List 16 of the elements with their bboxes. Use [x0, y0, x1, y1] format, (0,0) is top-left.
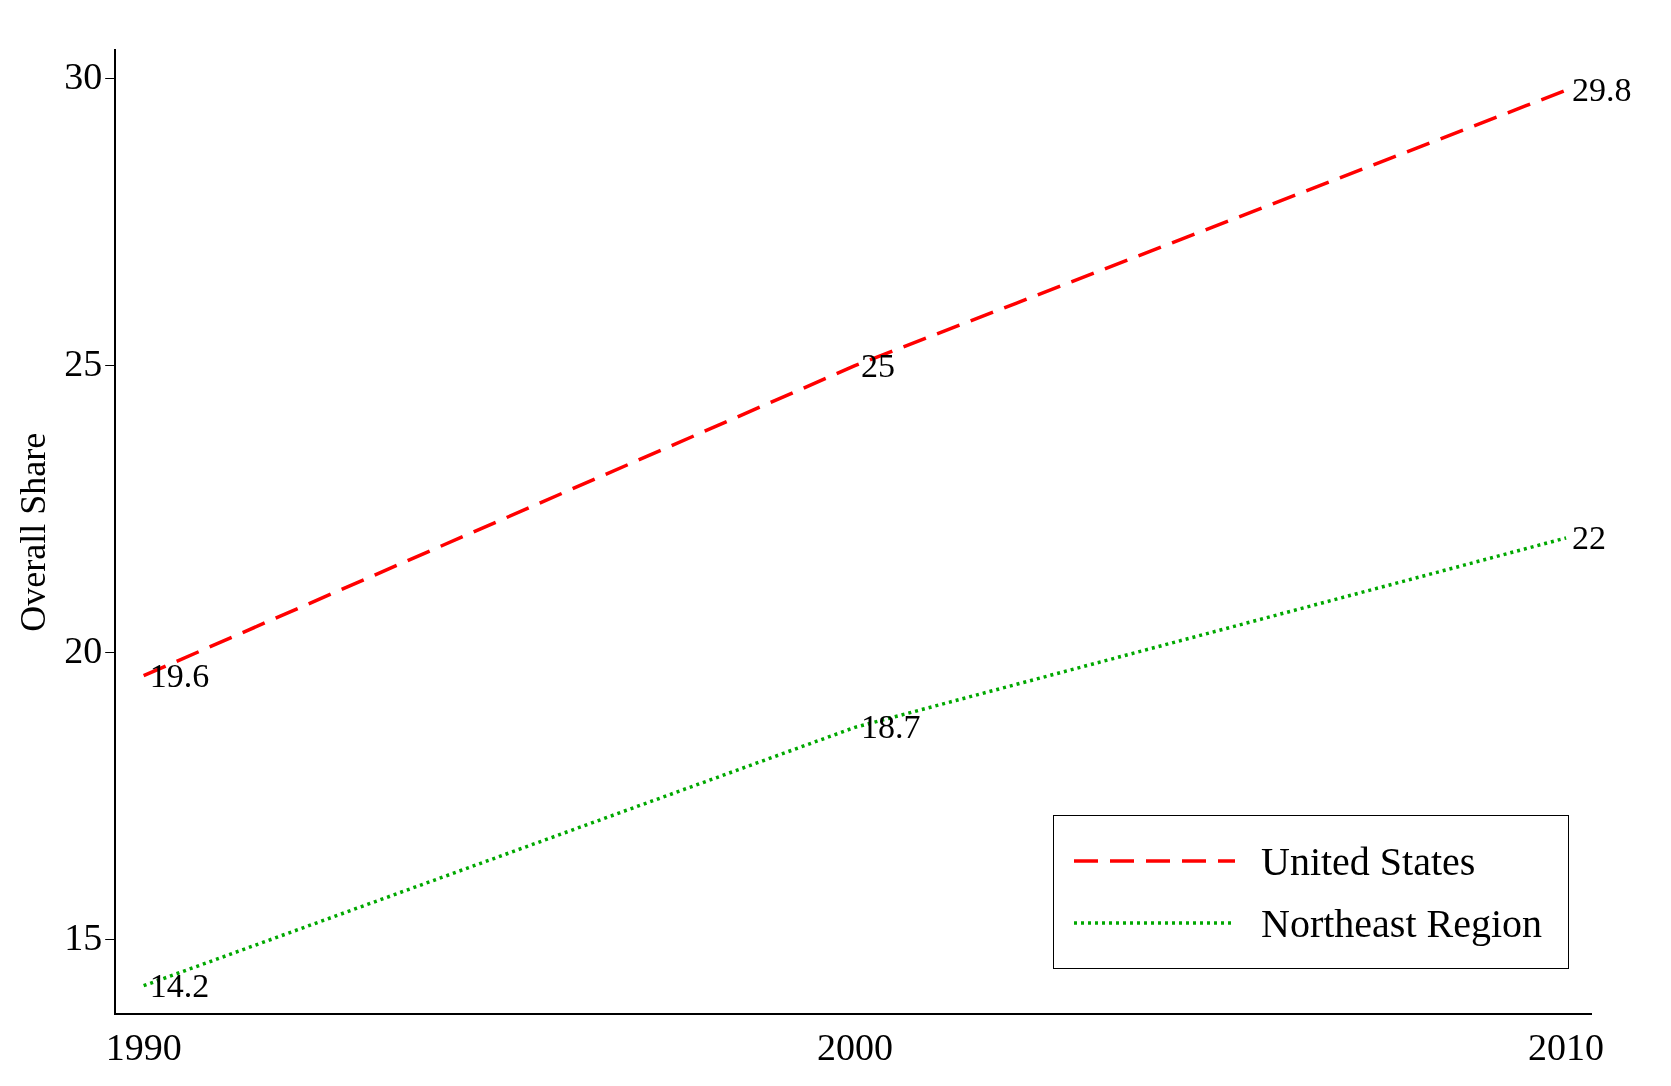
x-tick-label: 2010 [1528, 1026, 1605, 1069]
y-tick-label: 30 [64, 54, 103, 97]
y-tick-label: 25 [64, 341, 103, 384]
y-axis-title: Overall Share [13, 432, 54, 632]
data-label: 18.7 [860, 708, 921, 746]
x-tick-label: 2000 [816, 1026, 893, 1069]
data-label: 29.8 [1572, 71, 1632, 109]
y-tick-label: 20 [64, 628, 103, 671]
data-label: 25 [860, 346, 895, 384]
x-tick-label: 1990 [105, 1026, 182, 1069]
data-label: 22 [1572, 518, 1607, 556]
legend-label: United States [1261, 837, 1476, 885]
data-label: 19.6 [149, 656, 210, 694]
data-label: 14.2 [149, 966, 210, 1004]
legend-label: Northeast Region [1261, 899, 1543, 947]
y-tick-label: 15 [64, 915, 103, 958]
